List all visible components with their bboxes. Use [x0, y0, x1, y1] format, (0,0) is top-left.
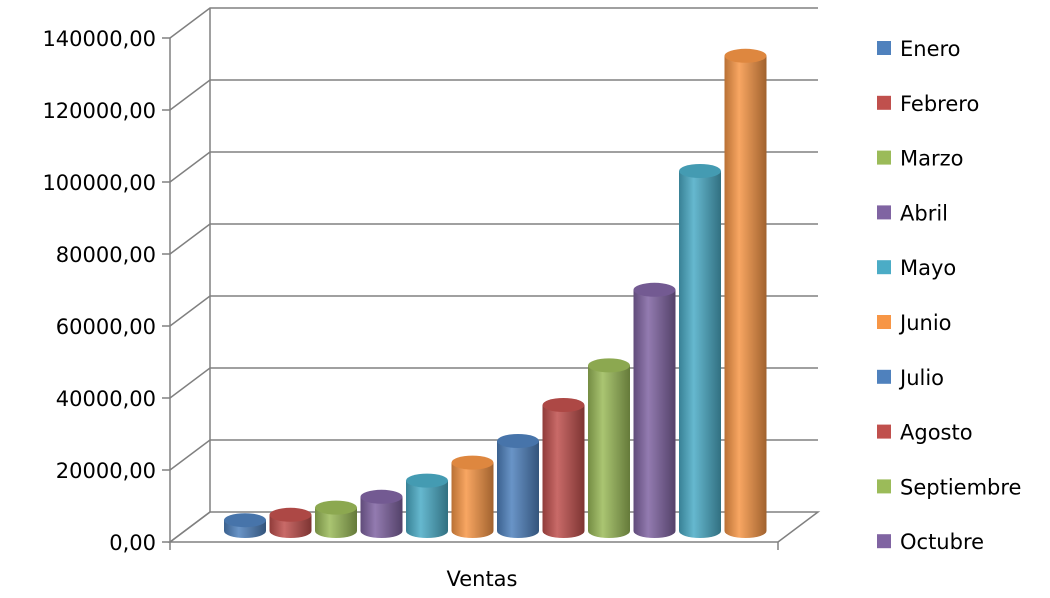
floor — [167, 511, 821, 543]
bar-top — [588, 358, 630, 373]
y-tick-label: 140000,00 — [42, 27, 156, 51]
legend-swatch — [877, 534, 891, 549]
gridline — [169, 79, 818, 111]
legend-item: Enero — [877, 37, 961, 61]
bar-body — [406, 480, 448, 538]
legend-item: Febrero — [877, 92, 979, 116]
legend-swatch — [877, 369, 891, 384]
bar-top — [724, 48, 767, 63]
bar-marzo — [315, 500, 357, 538]
bar-febrero — [269, 507, 312, 538]
bar-top — [497, 434, 539, 448]
bar-septiembre — [588, 358, 630, 538]
bar-noviembre — [679, 164, 721, 538]
legend-label: Julio — [898, 366, 944, 390]
gridline — [169, 7, 818, 39]
bar-body — [497, 441, 539, 538]
legend-label: Abril — [900, 201, 948, 225]
legend-label: Mayo — [900, 256, 956, 280]
y-tick-label: 100000,00 — [42, 171, 156, 195]
bar-body — [633, 289, 676, 538]
legend-label: Agosto — [900, 421, 973, 445]
legend: Enero Febrero Marzo Abril Mayo Junio Julio Agos… — [877, 37, 1021, 554]
bar-mayo — [406, 473, 448, 538]
legend-item: Septiembre — [877, 475, 1021, 499]
bar-body — [679, 171, 721, 538]
legend-item: Junio — [877, 311, 952, 335]
bar-body — [360, 496, 403, 538]
bar-top — [224, 513, 266, 528]
gridline — [169, 223, 818, 255]
bar-body — [315, 507, 357, 538]
legend-swatch — [877, 95, 891, 110]
bar-top — [315, 500, 357, 515]
y-axis-ticks: 0,00 20000,00 40000,00 60000,00 80000,00 1000… — [42, 27, 779, 555]
bar-octubre — [633, 282, 676, 538]
bar-body — [451, 462, 494, 538]
bar-top — [360, 489, 403, 504]
bar-agosto — [542, 398, 585, 538]
legend-item: Mayo — [877, 256, 956, 280]
y-tick-label: 120000,00 — [42, 99, 156, 123]
bar-body — [542, 405, 585, 538]
legend-item: Abril — [877, 201, 948, 225]
y-tick-label: 60000,00 — [56, 315, 156, 339]
gridline — [169, 151, 818, 183]
bar-junio — [451, 455, 494, 538]
legend-swatch — [877, 150, 891, 165]
legend-item: Agosto — [877, 421, 973, 445]
bar-top — [451, 455, 494, 470]
bar-enero — [224, 513, 266, 538]
legend-swatch — [877, 41, 891, 55]
gridline — [169, 295, 818, 327]
bar-top — [269, 507, 312, 522]
bars — [224, 48, 767, 539]
bar-top — [679, 164, 721, 178]
legend-item: Marzo — [877, 147, 964, 171]
y-tick-label: 40000,00 — [56, 387, 156, 411]
bar-top — [633, 282, 676, 297]
legend-swatch — [877, 260, 891, 275]
legend-swatch — [877, 315, 891, 329]
legend-item: Octubre — [877, 530, 984, 554]
x-axis-categories: Ventas — [446, 567, 517, 591]
legend-swatch — [877, 479, 891, 494]
legend-label: Septiembre — [900, 475, 1021, 499]
bar-abril — [360, 489, 403, 538]
chart-walls — [167, 8, 821, 543]
legend-swatch — [877, 424, 891, 439]
y-tick-label: 80000,00 — [56, 243, 156, 267]
category-label: Ventas — [446, 567, 517, 591]
legend-item: Julio — [877, 366, 944, 390]
bar-top — [542, 398, 585, 412]
legend-swatch — [877, 205, 891, 220]
legend-label: Marzo — [900, 147, 964, 171]
y-tick-label: 20000,00 — [56, 459, 156, 483]
legend-label: Febrero — [900, 92, 979, 116]
legend-label: Octubre — [900, 530, 984, 554]
legend-label: Enero — [900, 37, 961, 61]
legend-label: Junio — [898, 311, 952, 335]
gridlines — [169, 7, 818, 471]
bar-top — [406, 473, 448, 488]
y-tick-label: 0,00 — [109, 531, 156, 555]
bar-julio — [497, 434, 539, 538]
bar-diciembre — [724, 48, 767, 539]
bar-body — [724, 55, 767, 539]
bar-body — [588, 365, 630, 538]
